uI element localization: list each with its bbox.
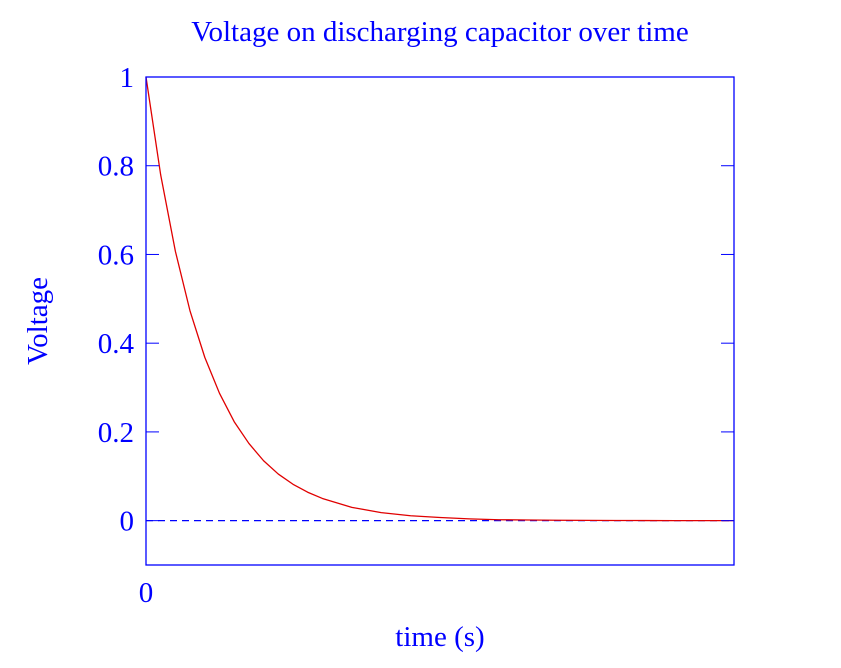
y-tick-label: 1 <box>120 62 135 94</box>
y-tick-label: 0.8 <box>98 151 134 183</box>
y-tick-label: 0.2 <box>98 417 134 449</box>
x-axis-label: time (s) <box>395 621 484 653</box>
y-axis-label: Voltage <box>22 277 54 365</box>
y-tick-label: 0 <box>120 506 135 538</box>
chart-title: Voltage on discharging capacitor over ti… <box>191 16 688 48</box>
plot-frame <box>145 76 735 566</box>
series-line-0 <box>145 76 735 522</box>
y-tick-label: 0.4 <box>98 328 135 360</box>
y-tick-label: 0.6 <box>98 239 134 271</box>
plot-area: 1 0.8 0.6 0.4 0.2 0 0 <box>98 62 735 609</box>
x-tick-label: 0 <box>139 577 154 609</box>
